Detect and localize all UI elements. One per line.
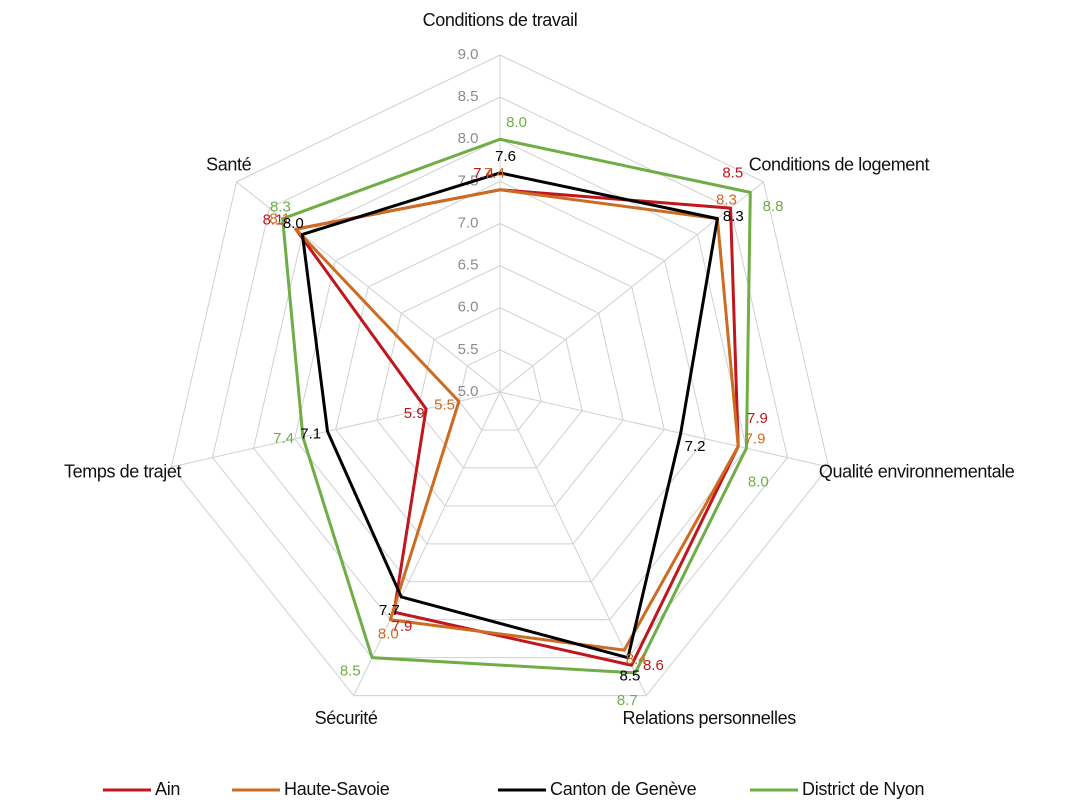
tick-label: 9.0 — [458, 46, 479, 63]
value-label: 5.5 — [434, 396, 455, 413]
tick-label: 6.5 — [458, 257, 479, 274]
value-label: 8.3 — [270, 198, 291, 215]
series-line — [294, 188, 740, 667]
value-label: 8.1 — [269, 211, 290, 228]
grid-ring — [458, 349, 542, 431]
tick-label: 8.5 — [458, 88, 479, 105]
value-label: 8.0 — [378, 625, 399, 642]
legend-label: Ain — [155, 779, 180, 799]
value-label: 7.7 — [379, 602, 400, 619]
axis-spoke — [236, 181, 501, 393]
axis-spoke — [499, 391, 829, 468]
value-label: 8.7 — [617, 692, 638, 709]
tick-label: 8.0 — [458, 130, 479, 147]
category-label: Conditions de logement — [749, 154, 930, 174]
value-label: 7.9 — [745, 431, 766, 448]
category-label: Santé — [206, 154, 251, 174]
category-label: Relations personnelles — [622, 708, 796, 728]
category-label: Conditions de travail — [423, 10, 578, 30]
grid-ring — [211, 96, 789, 659]
grid-ring — [253, 138, 747, 621]
tick-label: 6.0 — [458, 299, 479, 316]
value-label: 5.9 — [404, 405, 425, 422]
value-label: 8.5 — [722, 165, 743, 182]
legend-label: Canton de Genève — [550, 779, 697, 799]
grid-ring — [417, 307, 583, 469]
value-label: 8.0 — [283, 215, 304, 232]
value-label: 7.4 — [473, 165, 494, 182]
value-label: 8.5 — [340, 662, 361, 679]
axis-spoke — [499, 181, 764, 393]
series-line — [294, 188, 740, 652]
value-label: 8.6 — [643, 657, 664, 674]
value-label: 8.5 — [619, 668, 640, 685]
value-label: 7.9 — [747, 410, 768, 427]
category-label: Sécurité — [315, 708, 378, 728]
legend-label: District de Nyon — [802, 779, 924, 799]
tick-label: 5.0 — [458, 383, 479, 400]
value-label: 7.4 — [273, 430, 294, 447]
value-label: 8.3 — [716, 191, 737, 208]
grid-ring — [335, 222, 665, 545]
category-label: Qualité environnementale — [819, 462, 1015, 482]
value-label: 7.2 — [685, 438, 706, 455]
axis-spoke — [499, 391, 647, 696]
value-label: 8.3 — [723, 208, 744, 225]
value-label: 8.4 — [626, 651, 647, 668]
tick-label: 7.0 — [458, 214, 479, 231]
value-label: 8.0 — [506, 114, 527, 131]
tick-label: 5.5 — [458, 341, 479, 358]
legend-label: Haute-Savoie — [284, 779, 390, 799]
value-label: 7.9 — [391, 618, 412, 635]
category-label: Temps de trajet — [64, 462, 181, 482]
value-label: 7.4 — [484, 165, 505, 182]
series-line — [300, 171, 719, 660]
value-label: 8.1 — [263, 211, 284, 228]
series-line — [281, 137, 752, 675]
axis-spoke — [171, 391, 501, 468]
value-label: 7.6 — [495, 148, 516, 165]
grid-ring — [376, 265, 624, 507]
value-label: 7.1 — [300, 425, 321, 442]
value-label: 8.8 — [763, 198, 784, 215]
value-label: 8.0 — [748, 473, 769, 490]
grid-ring — [170, 54, 830, 697]
axis-spoke — [353, 391, 501, 696]
grid-ring — [294, 180, 706, 583]
